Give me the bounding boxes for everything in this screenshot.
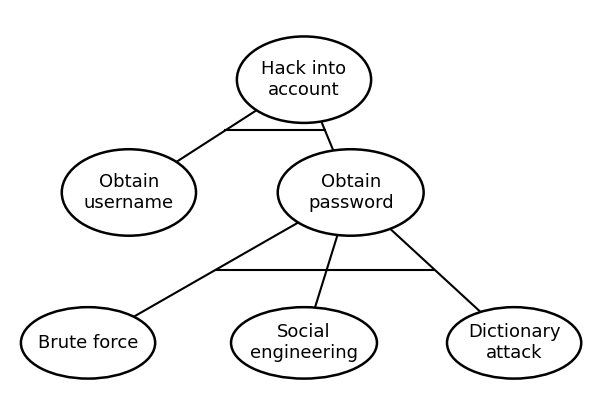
Text: Obtain
username: Obtain username	[84, 173, 174, 212]
Text: Obtain
password: Obtain password	[308, 173, 393, 212]
Ellipse shape	[62, 149, 196, 236]
Text: Social
engineering: Social engineering	[250, 324, 358, 362]
Ellipse shape	[278, 149, 424, 236]
Ellipse shape	[21, 307, 155, 378]
Text: Dictionary
attack: Dictionary attack	[468, 324, 561, 362]
Text: Brute force: Brute force	[38, 334, 138, 352]
Ellipse shape	[231, 307, 377, 378]
Ellipse shape	[237, 36, 371, 123]
Text: Hack into
account: Hack into account	[261, 60, 347, 99]
Ellipse shape	[447, 307, 581, 378]
